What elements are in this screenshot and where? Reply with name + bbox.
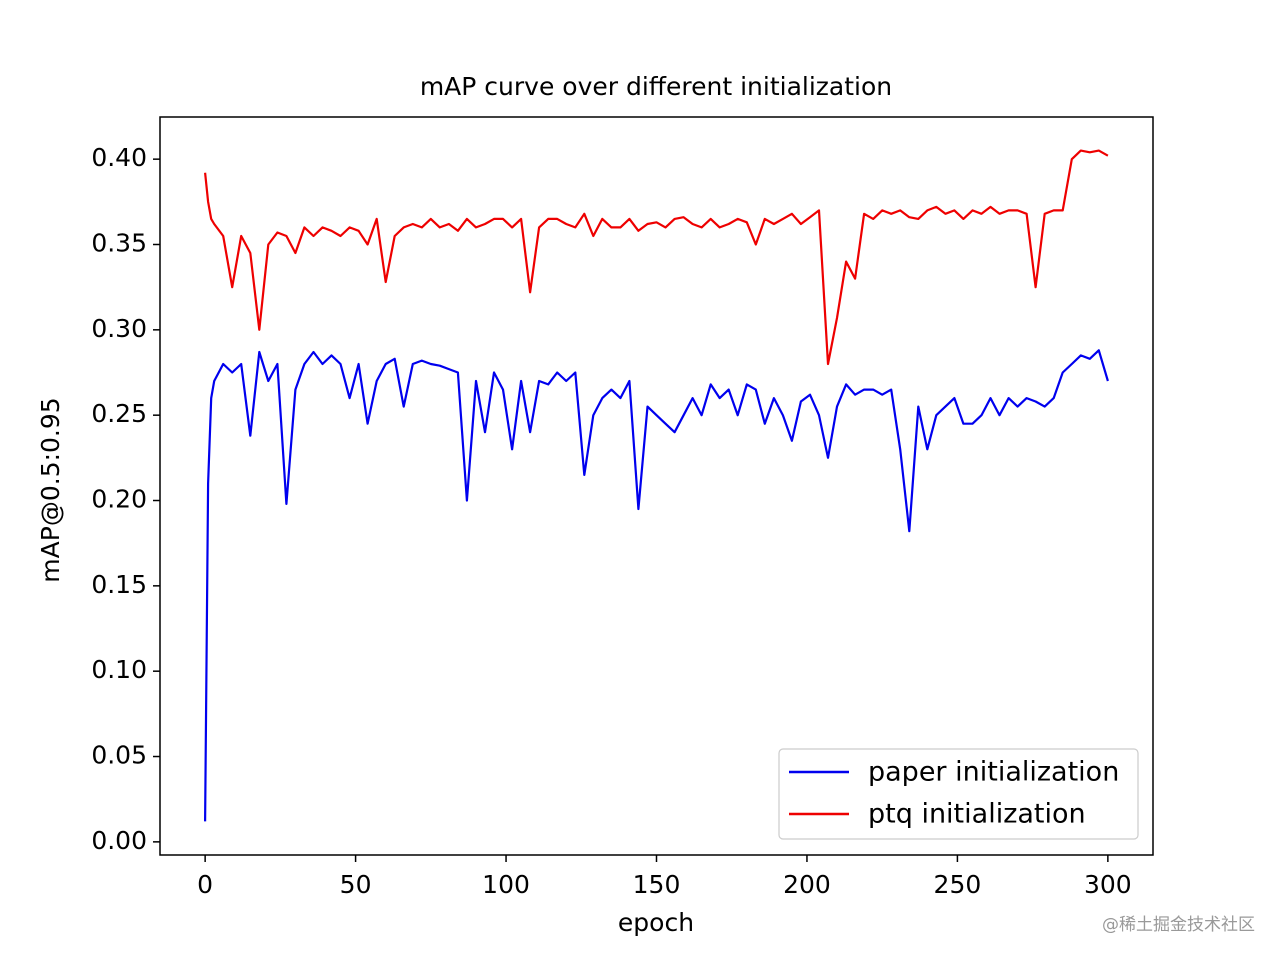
x-tick-label: 150 xyxy=(633,870,681,899)
data-line xyxy=(204,149,1109,366)
legend-label: ptq initialization xyxy=(868,799,1086,830)
y-tick-label: 0.00 xyxy=(91,826,147,855)
x-tick-label: 200 xyxy=(783,870,831,899)
y-tick-label: 0.40 xyxy=(91,143,147,172)
data-line xyxy=(204,349,1109,822)
x-tick-label: 300 xyxy=(1084,870,1132,899)
y-axis-label: mAP@0.5:0.95 xyxy=(36,397,65,582)
x-tick-label: 250 xyxy=(934,870,982,899)
chart-title: mAP curve over different initialization xyxy=(420,72,892,101)
x-tick-label: 50 xyxy=(340,870,372,899)
y-tick-label: 0.05 xyxy=(91,741,147,770)
watermark: @稀土掘金技术社区 xyxy=(1102,915,1255,935)
plot-frame xyxy=(159,116,1154,856)
y-tick-label: 0.15 xyxy=(91,570,147,599)
x-axis-label: epoch xyxy=(618,908,694,937)
legend-box xyxy=(778,748,1139,840)
y-tick-label: 0.10 xyxy=(91,655,147,684)
y-tick-label: 0.30 xyxy=(91,314,147,343)
legend-label: paper initialization xyxy=(868,757,1119,788)
x-tick-label: 100 xyxy=(482,870,530,899)
x-tick-label: 0 xyxy=(197,870,213,899)
y-tick-label: 0.20 xyxy=(91,485,147,514)
y-tick-label: 0.25 xyxy=(91,399,147,428)
y-tick-label: 0.35 xyxy=(91,228,147,257)
